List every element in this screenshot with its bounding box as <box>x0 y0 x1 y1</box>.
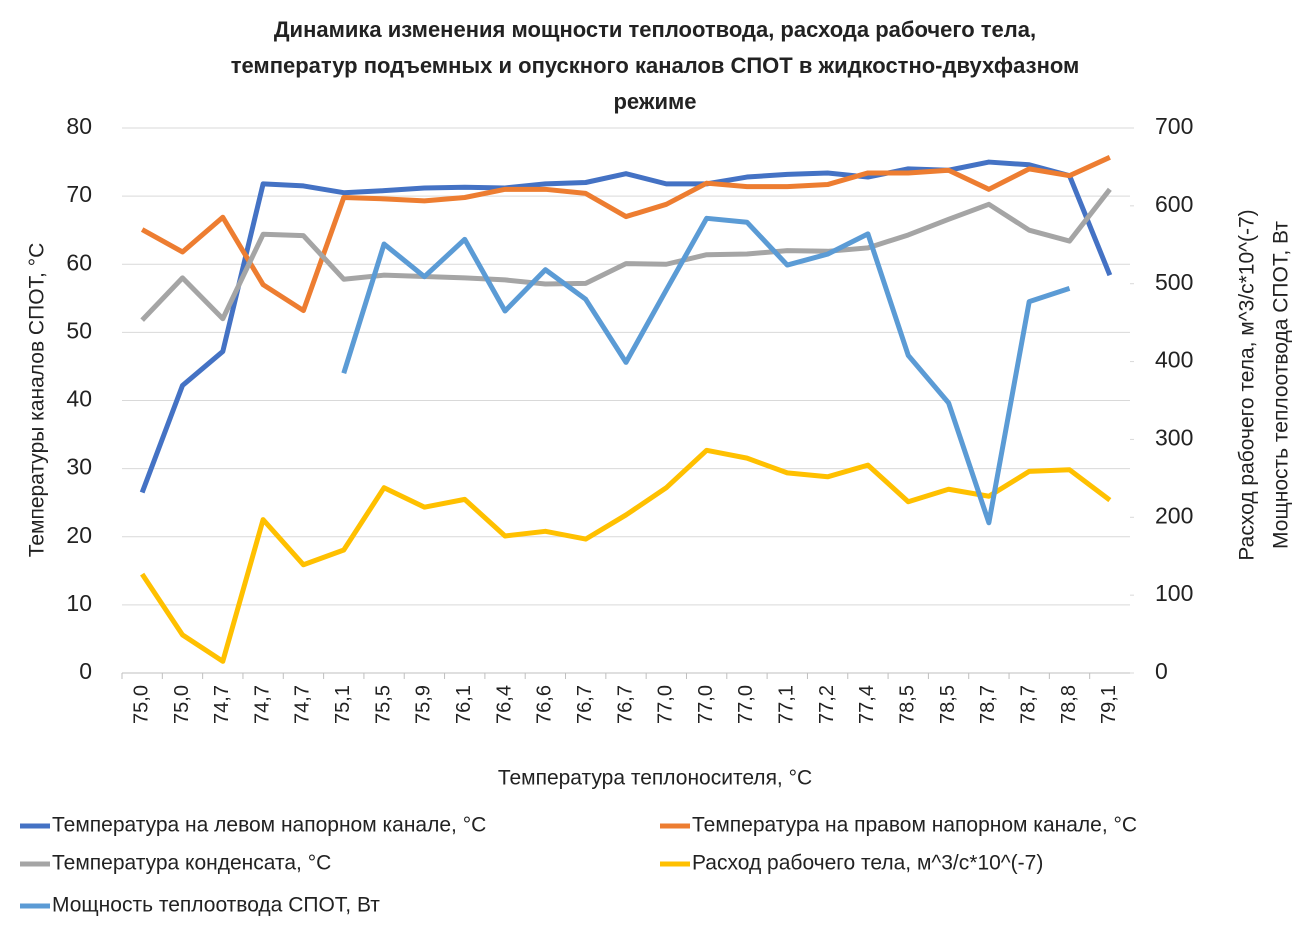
x-tick-label: 77,2 <box>816 685 838 724</box>
x-tick-label: 76,4 <box>493 685 515 724</box>
chart-title: температур подъемных и опускного каналов… <box>231 53 1080 78</box>
x-tick-label: 78,7 <box>977 685 999 724</box>
y-tick-label: 30 <box>66 454 92 480</box>
x-tick-label: 77,0 <box>655 685 677 724</box>
legend-label: Температура на левом напорном канале, °С <box>52 814 486 837</box>
y2-tick-label: 400 <box>1155 347 1193 373</box>
x-tick-label: 74,7 <box>292 685 314 724</box>
y2-tick-label: 600 <box>1155 191 1193 217</box>
x-tick-label: 75,9 <box>413 685 435 724</box>
y-axis-label: Температуры каналов СПОТ, °С <box>26 243 49 558</box>
series-line <box>140 447 1112 664</box>
x-tick-label: 78,8 <box>1058 685 1080 724</box>
y-tick-label: 10 <box>66 590 92 616</box>
x-tick-label: 76,6 <box>534 685 556 724</box>
y2-tick-label: 300 <box>1155 425 1193 451</box>
y-tick-label: 40 <box>66 386 92 412</box>
x-tick-label: 76,1 <box>453 685 475 724</box>
y2-tick-label: 100 <box>1155 580 1193 606</box>
y-tick-label: 70 <box>66 181 92 207</box>
y2-axis-label: Расход рабочего тела, м^3/с*10^(-7) <box>1236 209 1259 560</box>
legend-label: Расход рабочего тела, м^3/с*10^(-7) <box>692 852 1043 875</box>
x-axis-label: Температура теплоносителя, °С <box>498 767 812 790</box>
chart-title: режиме <box>613 89 696 114</box>
y-tick-label: 20 <box>66 522 92 548</box>
x-tick-label: 77,0 <box>735 685 757 724</box>
x-tick-label: 76,7 <box>614 685 636 724</box>
x-tick-label: 79,1 <box>1098 685 1120 724</box>
legend-label: Температура конденсата, °С <box>52 852 331 875</box>
x-tick-label: 75,0 <box>130 685 152 724</box>
x-tick-label: 76,7 <box>574 685 596 724</box>
legend-label: Мощность теплоотвода СПОТ, Вт <box>52 894 380 917</box>
y-tick-label: 0 <box>79 658 92 684</box>
x-tick-label: 77,0 <box>695 685 717 724</box>
y-tick-label: 50 <box>66 317 92 343</box>
y2-tick-label: 0 <box>1155 658 1168 684</box>
series-line <box>341 215 1071 526</box>
y2-tick-label: 700 <box>1155 113 1193 139</box>
legend-label: Температура на правом напорном канале, °… <box>692 814 1137 837</box>
x-tick-label: 75,0 <box>171 685 193 724</box>
x-tick-label: 78,7 <box>1017 685 1039 724</box>
y-tick-label: 60 <box>66 249 92 275</box>
x-tick-label: 78,5 <box>897 685 919 724</box>
x-tick-label: 78,5 <box>937 685 959 724</box>
y-tick-label: 80 <box>66 113 92 139</box>
y2-axis-label: Мощность теплоотвода СПОТ, Вт <box>1270 221 1293 549</box>
chart-title: Динамика изменения мощности теплоотвода,… <box>274 17 1036 42</box>
series-line <box>140 187 1112 322</box>
x-tick-label: 77,4 <box>856 685 878 724</box>
y2-tick-label: 500 <box>1155 269 1193 295</box>
x-tick-label: 74,7 <box>251 685 273 724</box>
y2-tick-label: 200 <box>1155 502 1193 528</box>
x-tick-label: 75,1 <box>332 685 354 724</box>
x-tick-label: 75,5 <box>372 685 394 724</box>
series-line <box>140 155 1111 314</box>
x-tick-label: 74,7 <box>211 685 233 724</box>
x-tick-label: 77,1 <box>776 685 798 724</box>
